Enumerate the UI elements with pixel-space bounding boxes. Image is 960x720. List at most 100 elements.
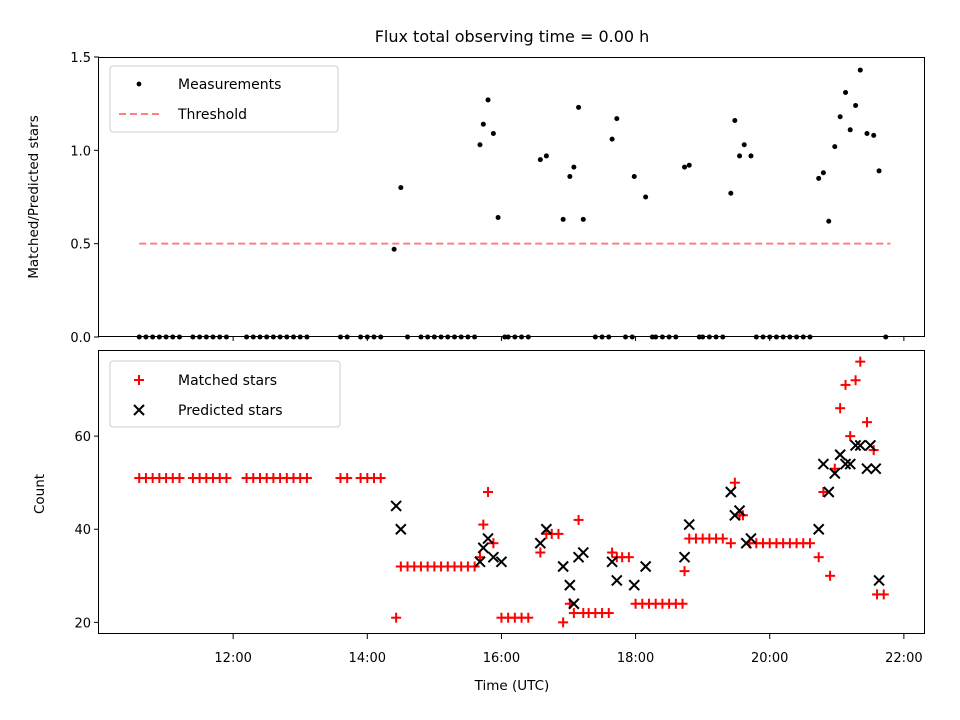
measurement-point (631, 173, 637, 179)
predicted-star-point (557, 560, 569, 573)
measurement-point (580, 216, 586, 222)
matched-star-point (478, 519, 489, 530)
matched-star-point (813, 552, 824, 563)
measurement-point (876, 168, 882, 174)
predicted-star-point (812, 523, 825, 535)
legend-predicted-label: Predicted stars (178, 403, 283, 419)
matched-star-point (818, 487, 829, 497)
measurement-point (543, 153, 549, 159)
measurement-point (567, 173, 573, 179)
ratio-panel: Flux total observing time = 0.00 h Match… (26, 27, 925, 346)
measurement-point (490, 131, 496, 137)
measurement-point (826, 218, 832, 224)
matched-star-point (717, 533, 728, 544)
measurement-point (871, 132, 877, 138)
legend-predicted-marker (133, 404, 145, 416)
measurement-point (537, 157, 543, 163)
matched-star-point (342, 473, 353, 484)
measurement-point (864, 131, 870, 137)
predicted-star-point (849, 439, 862, 452)
measurement-point (737, 153, 743, 159)
y-tick-label: 40 (74, 523, 91, 538)
matched-star-point (835, 403, 846, 414)
top-plot-frame (98, 57, 925, 337)
matched-star-point (568, 608, 579, 619)
legend-threshold-label: Threshold (177, 107, 247, 123)
measurement-point (837, 114, 843, 120)
matched-star-point (623, 552, 634, 563)
x-tick-label: 14:00 (349, 651, 386, 666)
bottom-legend-frame (109, 360, 341, 428)
measurement-point (391, 246, 397, 252)
measurement-point (682, 164, 688, 170)
top-y-ticks: 0.0 0.5 1.0 1.5 (70, 51, 99, 346)
predicted-star-point (474, 556, 486, 568)
predicted-star-point (864, 439, 877, 452)
matched-star-point (391, 612, 402, 623)
predicted-star-point (834, 449, 846, 461)
chart-title: Flux total observing time = 0.00 h (375, 27, 650, 46)
predicted-star-point (817, 458, 830, 470)
predicted-star-point (823, 486, 835, 498)
predicted-star-point (395, 523, 407, 535)
legend-matched-label: Matched stars (178, 373, 277, 389)
matched-star-point (375, 473, 386, 484)
legend-measurements-marker (136, 81, 142, 87)
matched-star-point (483, 487, 494, 497)
measurement-point (609, 136, 615, 142)
matched-star-point (825, 570, 836, 581)
predicted-star-point (861, 463, 873, 475)
measurement-point (485, 97, 491, 103)
predicted-star-point (639, 560, 652, 573)
y-tick-label: 1.5 (70, 51, 91, 66)
top-legend-frame (109, 65, 339, 133)
predicted-star-point (534, 537, 547, 549)
predicted-star-point (745, 532, 757, 545)
measurement-point (495, 215, 501, 221)
bottom-plot-frame (98, 350, 925, 634)
predicted-star-point (611, 574, 623, 587)
legend-matched-marker (134, 375, 144, 385)
x-tick-label: 16:00 (483, 651, 520, 666)
predicted-star-point (733, 504, 746, 517)
top-x-ticks (232, 337, 905, 341)
matched-star-point (855, 356, 866, 367)
matched-star-point (558, 617, 569, 628)
x-tick-label: 22:00 (885, 651, 922, 666)
measurement-points (136, 67, 889, 340)
predicted-star-point (854, 439, 866, 452)
measurement-point (732, 117, 738, 123)
matched-star-point (729, 477, 740, 488)
matched-star-point (488, 538, 499, 549)
predicted-star-point (495, 556, 508, 568)
predicted-star-point (564, 579, 576, 591)
measurement-point (843, 89, 849, 95)
matched-star-point (677, 598, 688, 609)
measurement-point (857, 67, 863, 73)
measurement-point (820, 170, 826, 176)
measurement-point (741, 142, 747, 148)
predicted-star-point (482, 532, 494, 545)
bottom-y-ticks: 20 40 60 (74, 430, 99, 631)
measurement-point (480, 121, 486, 127)
x-tick-label: 20:00 (751, 651, 788, 666)
measurement-point (477, 142, 483, 148)
top-y-axis-label: Matched/Predicted stars (26, 115, 42, 278)
measurement-point (686, 162, 692, 168)
bottom-x-ticks: 12:00 14:00 16:00 18:00 20:00 22:00 (214, 634, 923, 666)
y-tick-label: 60 (74, 430, 91, 445)
predicted-star-point (683, 518, 695, 531)
x-tick-label: 18:00 (617, 651, 654, 666)
matched-star-point (523, 612, 534, 623)
matched-star-point (553, 528, 564, 539)
legend-measurements-label: Measurements (178, 77, 281, 93)
predicted-star-point (606, 556, 618, 568)
measurement-point (614, 116, 620, 122)
predicted-star-point (873, 574, 885, 587)
x-axis-label: Time (UTC) (474, 678, 550, 694)
bottom-y-axis-label: Count (32, 474, 48, 514)
matched-star-point (850, 375, 861, 386)
predicted-star-point (487, 551, 500, 563)
bottom-legend: Matched stars Predicted stars (109, 360, 341, 428)
